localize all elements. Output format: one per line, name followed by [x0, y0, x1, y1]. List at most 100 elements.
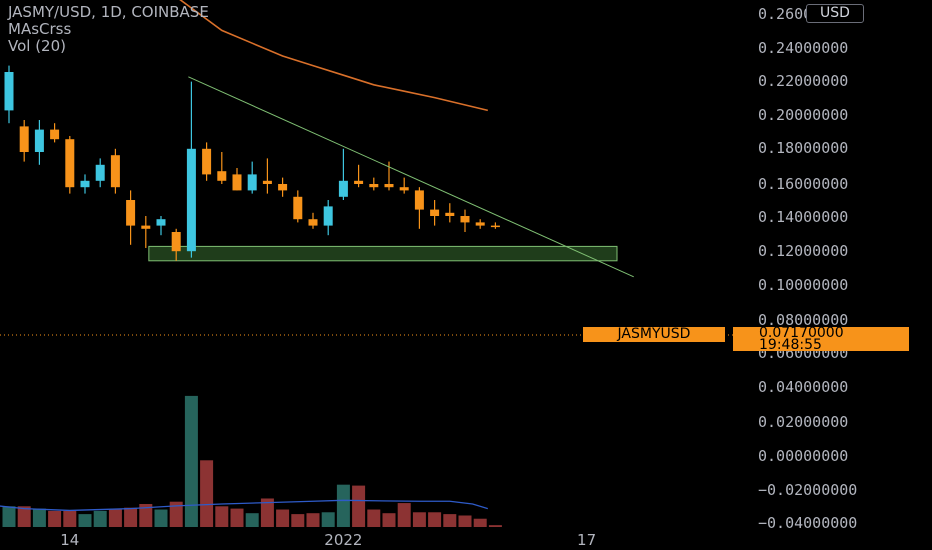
candle: [110, 148, 120, 194]
candle: [323, 200, 333, 236]
volume-bar: [397, 503, 411, 527]
candle-body: [490, 225, 500, 228]
volume-bar: [428, 512, 442, 527]
volume-bar: [352, 485, 366, 527]
volume-bars: [2, 395, 502, 527]
volume-bar: [306, 513, 320, 527]
x-axis: 14 2022 17: [60, 531, 596, 549]
volume-bar: [2, 506, 16, 527]
volume-bar: [215, 506, 229, 527]
volume-bar: [291, 514, 305, 527]
y-tick-label: 0.08000000: [758, 311, 848, 329]
candle: [278, 177, 288, 197]
volume-bar: [458, 515, 472, 527]
volume-ma-line: [0, 499, 488, 512]
candle-body: [338, 180, 348, 197]
candle: [65, 136, 75, 194]
candle-body: [293, 196, 303, 220]
volume-bar: [78, 514, 92, 527]
candle: [354, 164, 364, 188]
volume-bar: [367, 509, 381, 527]
x-tick-label: 14: [60, 531, 79, 549]
candle-body: [171, 232, 181, 252]
indicator-volume-label[interactable]: Vol (20): [8, 37, 67, 55]
volume-bar: [63, 510, 77, 527]
candle: [202, 142, 212, 181]
candle: [34, 120, 44, 165]
volume-bar: [154, 509, 168, 527]
candle: [156, 216, 166, 236]
candles: [4, 65, 500, 261]
candle-body: [110, 155, 120, 188]
candle-body: [262, 180, 272, 184]
candle-body: [384, 184, 394, 188]
y-tick-label: 0.00000000: [758, 447, 848, 465]
symbol-price-label: JASMYUSD: [583, 327, 725, 342]
candle: [399, 177, 409, 194]
volume-bar: [32, 508, 46, 527]
volume-bar: [443, 514, 457, 527]
currency-button[interactable]: USD: [806, 4, 864, 23]
candle: [232, 168, 242, 191]
candle: [247, 161, 257, 194]
candle-body: [126, 200, 136, 226]
candle: [308, 212, 318, 229]
candle: [19, 120, 29, 162]
volume-bar: [169, 501, 183, 527]
y-tick-label: 0.24000000: [758, 39, 848, 57]
candle-body: [430, 209, 440, 216]
candle: [126, 190, 136, 245]
moving-average-layer: [179, 0, 488, 112]
candle-body: [247, 174, 257, 191]
volume-bar: [184, 395, 198, 527]
candle: [217, 152, 227, 184]
volume-bar: [48, 510, 62, 527]
volume-bar: [245, 513, 259, 527]
candle-body: [369, 184, 379, 188]
y-tick-label: 0.16000000: [758, 175, 848, 193]
candle-body: [354, 180, 364, 184]
candle-body: [141, 225, 151, 229]
candle-body: [34, 129, 44, 152]
candle-body: [19, 126, 29, 152]
candle: [186, 81, 196, 258]
volume-bar: [382, 513, 396, 527]
candle-body: [323, 206, 333, 226]
candle: [475, 219, 485, 229]
candle: [369, 177, 379, 191]
volume-bar: [17, 506, 31, 527]
volume-bar: [321, 512, 335, 527]
chart-title: JASMY/USD, 1D, COINBASE: [8, 3, 209, 21]
x-tick-label: 17: [577, 531, 596, 549]
volume-bar: [124, 507, 138, 527]
volume-bar: [276, 509, 290, 527]
volume-bar: [93, 510, 107, 527]
y-tick-label: 0.02000000: [758, 413, 848, 431]
candle-body: [475, 222, 485, 226]
triangle-layer: [188, 76, 634, 278]
y-tick-label: 0.12000000: [758, 242, 848, 260]
volume-bar: [200, 460, 214, 527]
volume-bar: [488, 525, 502, 527]
candle-body: [95, 164, 105, 181]
last-price-value: 0.07170000: [759, 325, 844, 341]
volume-ma-layer: [0, 499, 488, 512]
candle-body: [445, 212, 455, 216]
bar-countdown: 19:48:55: [759, 337, 822, 353]
candle-body: [186, 148, 196, 252]
candle: [4, 65, 14, 124]
candle-body: [399, 187, 409, 191]
candle: [141, 216, 151, 248]
candle-body: [308, 219, 318, 226]
y-tick-label: 0.04000000: [758, 378, 848, 396]
candle: [414, 187, 424, 229]
indicator-masrss-label[interactable]: MAsCrss: [8, 20, 72, 38]
triangle-trendline: [188, 76, 634, 278]
candle: [445, 203, 455, 223]
y-tick-label: −0.02000000: [758, 481, 857, 499]
support-zone-layer: [148, 245, 618, 262]
y-tick-label: 0.18000000: [758, 139, 848, 157]
volume-bar: [108, 509, 122, 527]
candle-body: [4, 72, 14, 111]
